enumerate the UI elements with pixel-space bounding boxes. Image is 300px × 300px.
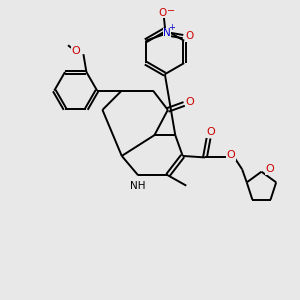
Text: N: N xyxy=(163,28,171,38)
Text: O: O xyxy=(206,127,215,137)
Text: O: O xyxy=(227,150,236,160)
Text: +: + xyxy=(168,23,175,32)
Text: O: O xyxy=(266,164,274,174)
Text: O: O xyxy=(186,97,194,107)
Text: O: O xyxy=(159,8,167,17)
Text: NH: NH xyxy=(130,181,146,191)
Text: −: − xyxy=(167,6,175,16)
Text: O: O xyxy=(186,31,194,41)
Text: O: O xyxy=(72,46,80,56)
